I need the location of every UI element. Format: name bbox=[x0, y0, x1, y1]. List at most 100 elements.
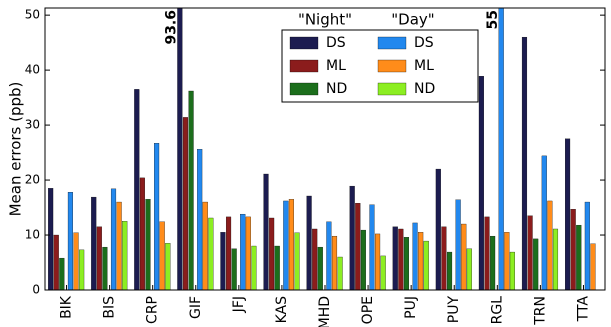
legend-swatch bbox=[377, 59, 407, 73]
bar bbox=[484, 216, 490, 290]
y-axis-label: Mean errors (ppb) bbox=[7, 82, 25, 217]
y-tick-label: 20 bbox=[25, 173, 40, 187]
data-label: 55 bbox=[485, 10, 501, 29]
bars bbox=[48, 8, 596, 290]
bar bbox=[565, 138, 571, 290]
x-tick-label: TRN bbox=[532, 296, 548, 326]
x-tick-label: MHD bbox=[317, 296, 333, 327]
bar bbox=[584, 201, 590, 290]
bar bbox=[380, 255, 386, 290]
bar bbox=[139, 177, 145, 290]
bar bbox=[478, 76, 484, 290]
bar bbox=[331, 235, 338, 290]
bar bbox=[182, 117, 189, 290]
bar bbox=[48, 188, 54, 290]
bar bbox=[547, 200, 553, 290]
x-tick-label: RGL bbox=[489, 296, 505, 325]
bar bbox=[208, 217, 214, 290]
bar bbox=[541, 155, 547, 290]
bar bbox=[435, 168, 441, 290]
bar bbox=[159, 221, 165, 290]
bar bbox=[498, 8, 504, 290]
legend-label: ML bbox=[414, 58, 434, 74]
bar bbox=[509, 251, 515, 290]
bar bbox=[312, 228, 318, 290]
bar bbox=[116, 201, 122, 290]
legend-label: ND bbox=[414, 81, 435, 97]
legend: "Night" "Day" DS ML ND DS ML ND bbox=[289, 11, 435, 97]
bar bbox=[369, 204, 375, 290]
y-tick-label: 10 bbox=[25, 228, 40, 242]
legend-label: DS bbox=[326, 35, 346, 51]
bar bbox=[110, 188, 117, 290]
data-label: 93.6 bbox=[163, 10, 179, 45]
bar bbox=[403, 237, 410, 290]
y-tick-label: 40 bbox=[25, 63, 40, 77]
bar bbox=[527, 215, 533, 290]
y-tick-label: 50 bbox=[25, 8, 40, 22]
legend-swatch bbox=[377, 82, 407, 96]
x-tick-label: BIK bbox=[59, 295, 75, 319]
bar bbox=[317, 246, 323, 290]
x-tick-label: PUY bbox=[446, 296, 462, 324]
bar bbox=[283, 200, 289, 290]
bar bbox=[269, 217, 275, 290]
bar bbox=[418, 232, 424, 290]
x-tick-label: CRP bbox=[145, 296, 161, 324]
bar bbox=[392, 226, 398, 290]
bar bbox=[91, 196, 97, 290]
bar bbox=[590, 243, 596, 290]
bar bbox=[73, 232, 79, 290]
bar bbox=[263, 173, 269, 290]
bar bbox=[466, 248, 472, 290]
bar bbox=[134, 89, 140, 290]
bar bbox=[251, 245, 257, 290]
bar bbox=[412, 222, 418, 290]
bar bbox=[245, 216, 251, 290]
legend-title: "Day" bbox=[391, 11, 434, 29]
bar bbox=[552, 228, 559, 290]
bar bbox=[231, 248, 237, 290]
bar bbox=[446, 251, 453, 290]
bar bbox=[122, 221, 128, 290]
bar bbox=[188, 90, 194, 290]
x-tick-label: GIF bbox=[188, 296, 204, 319]
bar bbox=[53, 234, 59, 290]
bar bbox=[274, 245, 280, 290]
bar bbox=[490, 235, 496, 290]
bar bbox=[461, 223, 467, 290]
bar bbox=[96, 226, 102, 290]
bar bbox=[360, 229, 366, 290]
bar bbox=[79, 249, 85, 290]
bar bbox=[165, 243, 171, 290]
bar bbox=[67, 192, 73, 290]
legend-label: ML bbox=[326, 58, 346, 74]
bar bbox=[197, 149, 203, 290]
bar bbox=[306, 195, 312, 290]
bar bbox=[225, 216, 232, 290]
legend-swatch bbox=[289, 36, 319, 50]
bar bbox=[154, 143, 160, 290]
bar bbox=[521, 36, 528, 290]
bar bbox=[576, 224, 582, 290]
bar bbox=[59, 257, 65, 290]
bar bbox=[355, 202, 361, 290]
bar bbox=[504, 232, 510, 290]
bar bbox=[220, 232, 226, 290]
bar bbox=[398, 228, 404, 290]
bar bbox=[145, 199, 151, 290]
bar bbox=[202, 201, 208, 290]
legend-swatch bbox=[289, 59, 319, 73]
bar bbox=[294, 232, 300, 290]
bar bbox=[570, 209, 576, 290]
x-tick-label: KAS bbox=[274, 296, 290, 324]
bar bbox=[337, 256, 343, 290]
bar bbox=[240, 213, 246, 290]
bar bbox=[375, 233, 381, 290]
x-tick-label: JFJ bbox=[231, 296, 247, 313]
x-tick-label: TTA bbox=[575, 296, 591, 323]
bar bbox=[533, 238, 539, 290]
bar bbox=[326, 221, 332, 290]
y-tick-label: 0 bbox=[32, 283, 40, 297]
